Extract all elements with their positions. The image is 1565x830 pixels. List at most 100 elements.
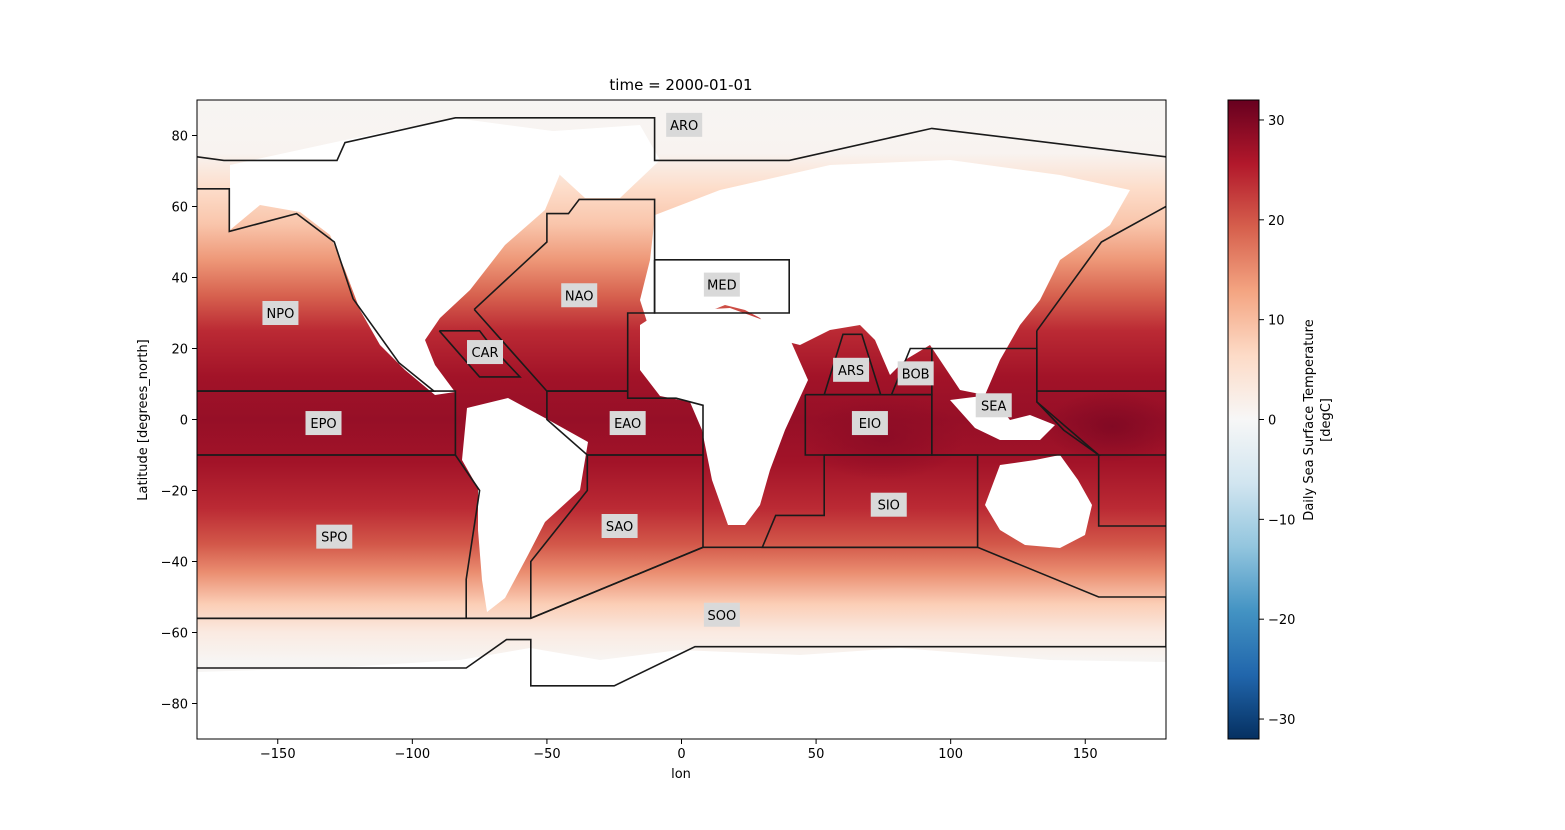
region-outline-sio — [761, 454, 979, 549]
region-labels: ARO NPO NAO MED CAR EPO EAO SPO SAO SOO ARS BOB EIO S… — [262, 112, 1012, 627]
region-label-car: CAR — [467, 340, 504, 365]
x-tick-label: 0 — [677, 747, 685, 762]
colorbar-label-line1: Daily Sea Surface Temperature — [1302, 319, 1317, 520]
colorbar-tick-label: −20 — [1268, 613, 1295, 628]
region-label-text: ARS — [838, 364, 864, 379]
land-africa — [640, 308, 808, 525]
region-outline-eao — [546, 390, 704, 456]
y-axis-ticks: 80 60 40 20 0 −20 −40 −60 −80 — [161, 130, 197, 713]
region-label-box — [601, 514, 638, 538]
land-south-america — [462, 398, 588, 612]
region-outline-car — [438, 329, 522, 378]
region-outline-npo — [197, 188, 437, 392]
x-tick-label: −150 — [260, 747, 296, 762]
region-label-box — [262, 301, 299, 325]
region-boundary-line — [1036, 330, 1166, 527]
region-label-box — [316, 524, 353, 549]
region-label-box — [305, 411, 342, 436]
region-boundary-line — [1036, 205, 1166, 332]
region-label-box — [609, 411, 646, 436]
y-tick-label: 20 — [171, 343, 188, 358]
x-tick-label: −50 — [533, 747, 560, 762]
region-label-bob: BOB — [897, 361, 934, 386]
region-label-box — [975, 393, 1012, 418]
y-tick-label: −80 — [161, 698, 188, 713]
region-label-text: BOB — [902, 367, 930, 382]
land-antarctica — [197, 648, 1166, 739]
region-label-box — [851, 411, 888, 436]
colorbar-gradient — [1227, 99, 1260, 740]
colorbar-tick-label: −30 — [1268, 713, 1295, 728]
colorbar: 30 20 10 0 −10 −20 −30 Daily Sea Surface Tempe… — [1227, 99, 1334, 740]
region-label-box — [833, 357, 870, 382]
land-australia — [985, 455, 1092, 548]
region-label-sao: SAO — [601, 514, 638, 538]
land-greenland — [540, 125, 660, 198]
y-axis-label: Latitude [degrees_north] — [136, 339, 151, 500]
region-label-box — [870, 492, 907, 517]
region-label-text: ARO — [670, 119, 698, 134]
region-label-box — [561, 283, 598, 308]
warm-pool-west-pacific — [1044, 391, 1166, 463]
region-label-box — [703, 602, 740, 627]
region-label-box — [467, 340, 504, 365]
colorbar-ticks: 30 20 10 0 −10 −20 −30 — [1259, 114, 1295, 728]
colorbar-tick-label: 30 — [1268, 114, 1285, 129]
landmasses — [197, 118, 1166, 739]
region-label-text: SPO — [321, 531, 347, 546]
region-label-eao: EAO — [609, 411, 646, 436]
region-label-text: EAO — [614, 417, 641, 432]
region-label-nao: NAO — [561, 283, 598, 308]
region-label-box — [897, 361, 934, 386]
colorbar-tick-label: 20 — [1268, 214, 1285, 229]
region-label-box — [703, 272, 740, 297]
y-tick-label: 0 — [180, 414, 188, 429]
region-label-npo: NPO — [262, 301, 299, 325]
region-outline-med — [653, 258, 791, 314]
region-label-text: NPO — [267, 307, 295, 322]
region-label-box — [666, 112, 703, 137]
region-outline-spo — [197, 454, 531, 620]
warm-pool-indian — [802, 394, 965, 480]
region-label-text: EPO — [310, 417, 336, 432]
region-label-aro: ARO — [666, 112, 703, 137]
x-axis-label: lon — [671, 767, 691, 782]
region-label-text: SOO — [708, 609, 737, 624]
region-outline-soo — [197, 546, 1166, 687]
region-label-sio: SIO — [870, 492, 907, 517]
colorbar-tick-label: 0 — [1268, 414, 1276, 429]
x-tick-label: 150 — [1073, 747, 1098, 762]
x-tick-label: −100 — [394, 747, 430, 762]
region-outlines — [197, 117, 1166, 687]
y-tick-label: −60 — [161, 627, 188, 642]
x-tick-label: 100 — [938, 747, 963, 762]
map-axes: ARO NPO NAO MED CAR EPO EAO SPO SAO SOO ARS BOB EIO S… — [197, 100, 1166, 739]
region-label-eio: EIO — [851, 411, 888, 436]
region-label-spo: SPO — [316, 524, 353, 549]
region-label-text: CAR — [472, 346, 499, 361]
region-label-text: EIO — [859, 417, 881, 432]
y-tick-label: 60 — [171, 201, 188, 216]
land-eurasia-africa — [640, 160, 1130, 395]
region-outline-aro — [197, 117, 1166, 162]
colorbar-tick-label: −10 — [1268, 513, 1295, 528]
region-label-soo: SOO — [703, 602, 740, 627]
y-tick-label: −40 — [161, 556, 188, 571]
x-axis-ticks: −150 −100 −50 0 50 100 150 — [260, 739, 1098, 762]
region-label-text: SIO — [878, 499, 900, 514]
region-label-text: NAO — [565, 289, 594, 304]
chart-title: time = 2000-01-01 — [609, 76, 752, 94]
warm-pools — [802, 391, 1166, 480]
colorbar-label-line2: [degC] — [1319, 398, 1334, 442]
region-label-text: SEA — [981, 399, 1006, 414]
region-label-ars: ARS — [833, 357, 870, 382]
colorbar-tick-label: 10 — [1268, 314, 1285, 329]
x-tick-label: 50 — [808, 747, 825, 762]
region-label-epo: EPO — [305, 411, 342, 436]
land-north-america — [230, 118, 570, 395]
y-tick-label: −20 — [161, 485, 188, 500]
region-label-sea: SEA — [975, 393, 1012, 418]
y-tick-label: 40 — [171, 272, 188, 287]
y-tick-label: 80 — [171, 130, 188, 145]
